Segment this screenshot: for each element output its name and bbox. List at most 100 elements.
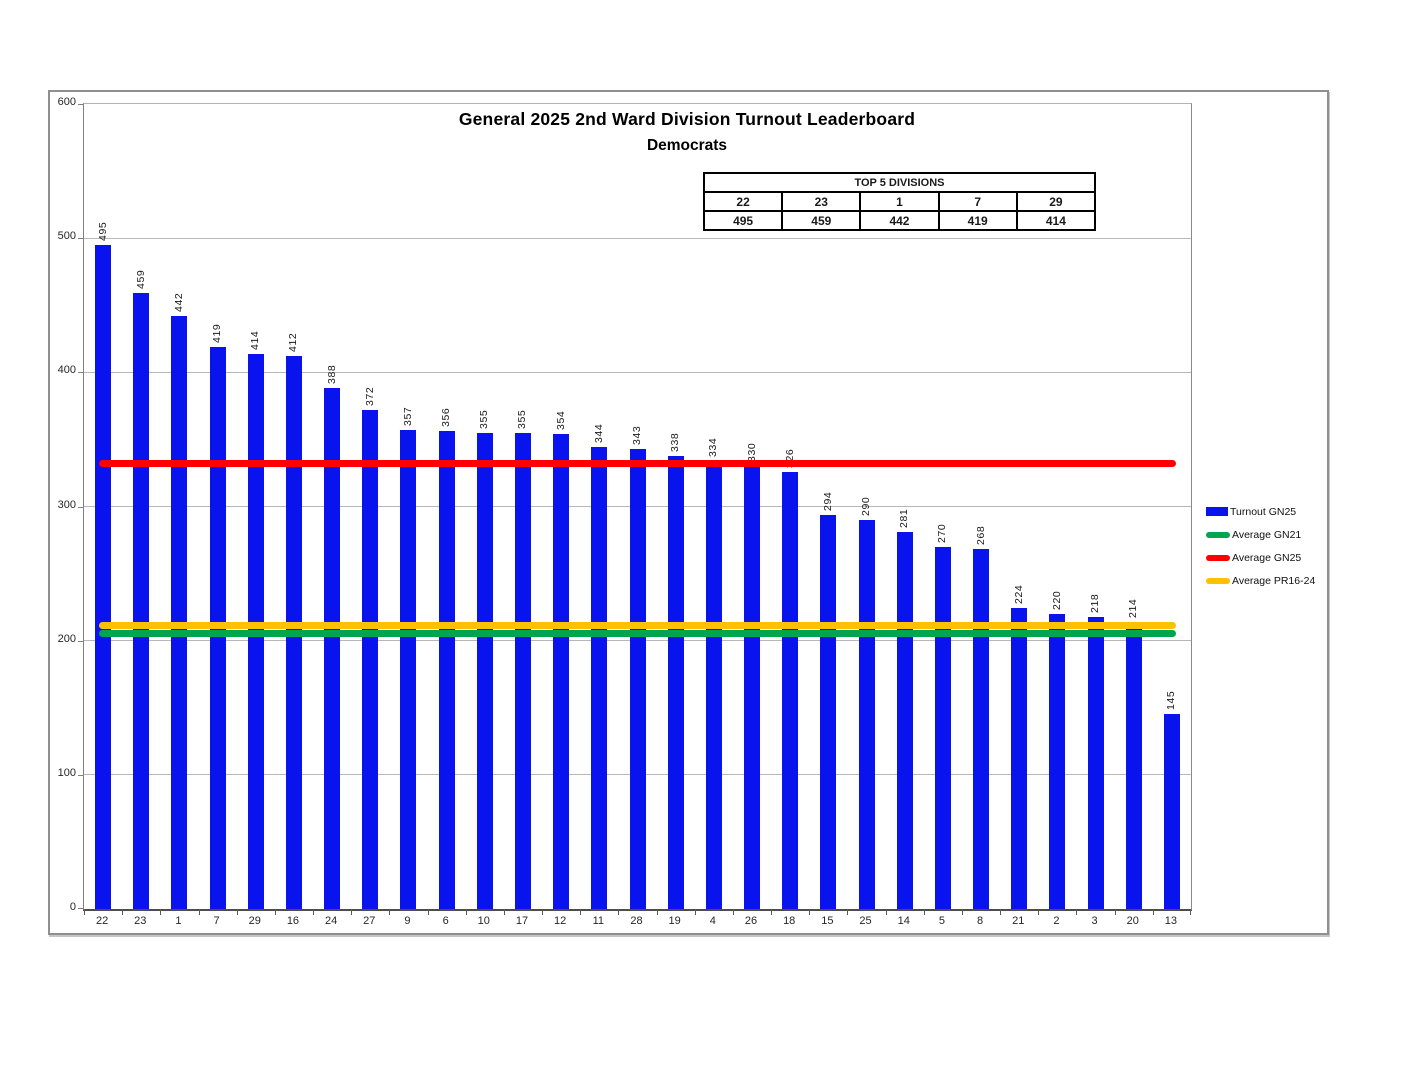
y-axis-tick xyxy=(78,104,83,105)
x-category-label: 9 xyxy=(404,915,411,927)
x-axis-tick xyxy=(618,909,620,915)
bar xyxy=(400,430,417,909)
legend-label: Average GN25 xyxy=(1232,551,1302,564)
bar xyxy=(1163,714,1180,909)
bar-value-label: 442 xyxy=(172,292,185,312)
bar-value-label: 355 xyxy=(478,409,491,429)
x-axis-tick xyxy=(1076,909,1078,915)
bar-value-label: 214 xyxy=(1127,598,1140,618)
bar-value-label: 281 xyxy=(898,508,911,528)
bar xyxy=(705,460,722,909)
bar-value-label: 224 xyxy=(1012,585,1025,605)
bar xyxy=(324,388,341,909)
bar-value-label: 334 xyxy=(707,437,720,457)
x-category-label: 28 xyxy=(630,915,643,927)
top5-table: TOP 5 DIVISIONS 22 23 1 7 29 495 459 442… xyxy=(702,172,1097,231)
bar xyxy=(820,514,837,909)
chart-subtitle: Democrats xyxy=(646,137,728,154)
x-category-label: 15 xyxy=(821,915,834,927)
gridline xyxy=(84,237,1191,239)
legend-item: Average PR16-24 xyxy=(1206,569,1315,592)
bar-value-label: 355 xyxy=(516,409,529,429)
x-axis-tick xyxy=(732,909,734,915)
y-axis-tick xyxy=(78,640,83,642)
bar-value-label: 338 xyxy=(669,432,682,452)
legend-swatch-line xyxy=(1206,554,1230,561)
top5-division: 7 xyxy=(937,191,1018,212)
bar xyxy=(591,447,608,909)
plot-area: 495 459 442 419 414 412 388 372 357 356 355 355 354 3… xyxy=(78,103,1192,915)
x-category-label: 27 xyxy=(363,915,376,927)
x-axis-tick xyxy=(694,909,696,915)
bar xyxy=(95,244,112,909)
x-axis-tick xyxy=(542,909,544,915)
x-category-label: 26 xyxy=(744,915,758,927)
bar-value-label: 412 xyxy=(287,332,300,353)
legend: Turnout GN25 Average GN21 Average GN25 Aver… xyxy=(1206,500,1315,592)
x-category-label: 20 xyxy=(1126,915,1139,927)
bar xyxy=(1125,621,1142,909)
y-tick-label: 0 xyxy=(69,901,76,913)
x-axis-tick xyxy=(1152,909,1154,915)
top5-value: 419 xyxy=(937,210,1018,231)
x-category-label: 23 xyxy=(134,915,147,927)
x-category-label: 8 xyxy=(976,915,984,927)
bar-value-label: 220 xyxy=(1050,590,1063,610)
bar xyxy=(896,531,913,909)
chart-title: General 2025 2nd Ward Division Turnout L… xyxy=(458,109,916,129)
bar-value-label: 268 xyxy=(974,526,987,546)
x-category-label: 18 xyxy=(783,915,796,927)
bar-value-label: 344 xyxy=(592,424,605,444)
x-axis-tick xyxy=(84,909,85,915)
top5-division-row: 22 23 1 7 29 xyxy=(702,191,1097,212)
legend-swatch-line xyxy=(1206,531,1230,538)
x-axis-tick xyxy=(771,909,773,915)
bar xyxy=(667,455,684,909)
x-category-label: 17 xyxy=(515,915,529,927)
bar xyxy=(1087,616,1104,909)
bar xyxy=(858,519,875,909)
bar xyxy=(744,466,761,909)
y-axis-tick xyxy=(78,908,83,909)
y-tick-label: 500 xyxy=(57,230,76,243)
x-category-label: 25 xyxy=(859,915,872,927)
x-axis-tick xyxy=(1038,909,1040,915)
bar-value-label: 414 xyxy=(249,330,262,350)
x-axis-tick xyxy=(1000,909,1002,915)
average-line-average-gn25 xyxy=(98,460,1177,468)
x-axis-tick xyxy=(847,909,849,915)
bar-value-label: 145 xyxy=(1165,691,1178,711)
bar xyxy=(362,409,379,909)
x-category-label: 16 xyxy=(286,915,300,927)
x-category-label: 11 xyxy=(592,915,605,927)
bar-value-label: 419 xyxy=(211,323,224,343)
legend-swatch-bar xyxy=(1206,507,1228,516)
x-axis-tick xyxy=(160,909,162,915)
x-category-label: 29 xyxy=(248,915,261,927)
y-axis-tick xyxy=(78,238,83,240)
y-tick-label: 100 xyxy=(57,766,76,779)
x-category-label: 24 xyxy=(324,915,338,927)
x-category-label: 5 xyxy=(938,915,945,927)
legend-item: Turnout GN25 xyxy=(1206,500,1315,523)
top5-division: 1 xyxy=(859,191,940,212)
y-tick-label: 600 xyxy=(57,96,76,108)
bar xyxy=(973,549,990,909)
x-category-label: 7 xyxy=(213,915,220,927)
x-category-label: 3 xyxy=(1091,915,1098,927)
y-axis-tick xyxy=(78,372,83,374)
bar xyxy=(133,293,150,909)
top5-value: 442 xyxy=(859,210,940,231)
bar-value-label: 357 xyxy=(401,406,414,427)
bar-value-label: 356 xyxy=(440,408,453,428)
x-axis-tick xyxy=(236,909,238,915)
top5-value: 414 xyxy=(1015,210,1097,231)
top5-division: 22 xyxy=(702,191,784,212)
bar xyxy=(629,448,646,909)
bar xyxy=(438,431,455,909)
x-axis-tick xyxy=(351,909,353,915)
legend-label: Turnout GN25 xyxy=(1230,505,1297,518)
legend-label: Average PR16-24 xyxy=(1232,574,1316,587)
average-line-average-pr16-24 xyxy=(98,622,1177,630)
